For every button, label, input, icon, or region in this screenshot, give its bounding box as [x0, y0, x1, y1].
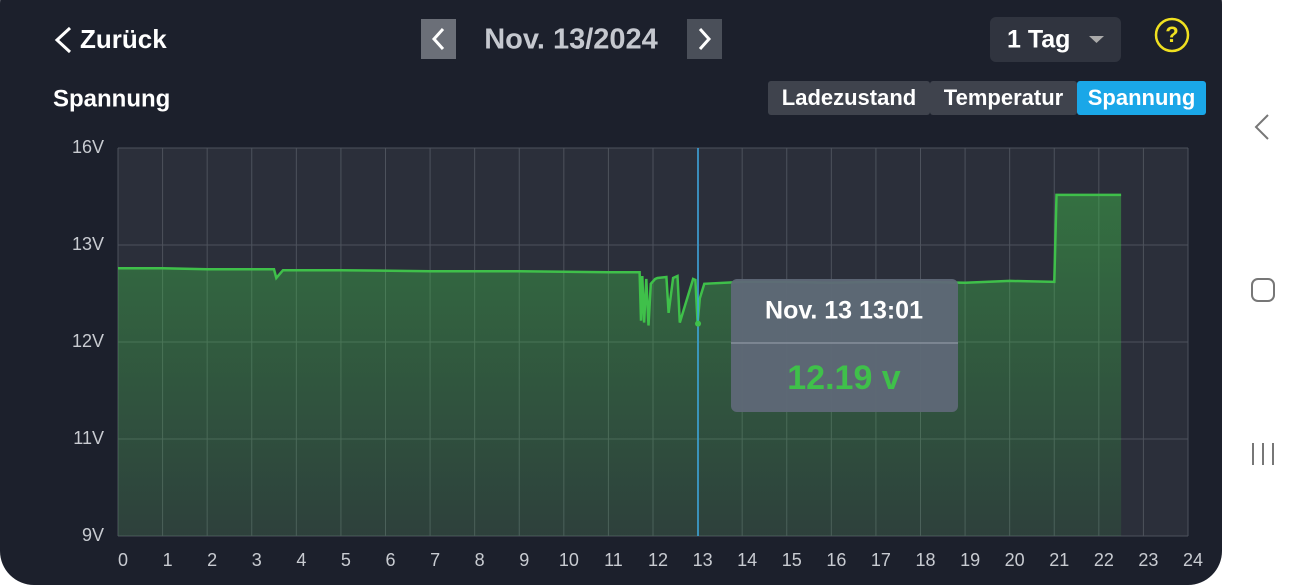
- x-tick-label: 3: [252, 550, 262, 570]
- tab-bg: [930, 81, 1077, 115]
- x-tick-label: 5: [341, 550, 351, 570]
- prev-button: [421, 19, 456, 59]
- tooltip-box: [731, 279, 958, 412]
- range-box: [990, 17, 1121, 62]
- help-button[interactable]: ?: [1154, 17, 1190, 53]
- tab-bg: [1077, 81, 1206, 115]
- tab-label: Ladezustand: [782, 85, 916, 110]
- back-label: Zurück: [80, 24, 167, 54]
- date-label: Nov. 13/2024: [484, 24, 658, 56]
- nav-back[interactable]: [1254, 114, 1269, 140]
- x-tick-label: 14: [737, 550, 757, 570]
- x-tick-label: 24: [1183, 550, 1203, 570]
- y-tick-label: 12V: [72, 331, 104, 351]
- x-tick-label: 22: [1094, 550, 1114, 570]
- tooltip-value: 12.19 v: [787, 359, 901, 397]
- x-tick-label: 6: [385, 550, 395, 570]
- tab[interactable]: Temperatur: [930, 81, 1077, 115]
- x-tick-label: 1: [163, 550, 173, 570]
- chart: 0 1 2 3 4 5 6 7 8 9 10 11 12 13 14 15 16 17 18 19 20 21 22 23 24…: [72, 137, 1203, 570]
- x-tick-label: 7: [430, 550, 440, 570]
- cursor-point: [695, 320, 702, 327]
- x-tick-label: 10: [559, 550, 579, 570]
- tab-label: Spannung: [1088, 85, 1196, 110]
- x-tick-label: 17: [871, 550, 891, 570]
- nav-home[interactable]: [1251, 278, 1275, 302]
- x-tick-label: 18: [915, 550, 935, 570]
- x-tick-label: 19: [960, 550, 980, 570]
- x-tick-label: 13: [693, 550, 713, 570]
- help-label: ?: [1165, 22, 1178, 47]
- dropdown-icon: [1089, 36, 1104, 43]
- x-tick-label: 20: [1005, 550, 1025, 570]
- x-tick-label: 2: [207, 550, 217, 570]
- x-tick-label: 8: [475, 550, 485, 570]
- nav-recent[interactable]: [1252, 443, 1274, 465]
- x-tick-label: 15: [782, 550, 802, 570]
- next-icon: [698, 27, 712, 51]
- section-title: Spannung: [53, 85, 170, 112]
- x-tick-label: 4: [296, 550, 306, 570]
- prev-day[interactable]: [421, 19, 456, 59]
- x-tick-label: 12: [648, 550, 668, 570]
- x-tick-label: 0: [118, 550, 128, 570]
- y-tick-label: 9V: [82, 525, 104, 545]
- area: [118, 194, 1122, 536]
- next-day[interactable]: [687, 19, 722, 59]
- y-tick-label: 16V: [72, 137, 104, 157]
- back-button[interactable]: Zurück: [54, 24, 167, 54]
- x-tick-label: 21: [1049, 550, 1069, 570]
- prev-icon: [431, 27, 445, 51]
- range-label: 1 Tag: [1007, 26, 1070, 54]
- x-tick-label: 16: [826, 550, 846, 570]
- help-circle: [1154, 17, 1190, 53]
- y-tick-label: 13V: [72, 234, 104, 254]
- back-icon: [54, 26, 72, 54]
- x-tick-label: 23: [1138, 550, 1158, 570]
- tooltip-title: Nov. 13 13:01: [765, 297, 923, 325]
- tabs: Ladezustand Temperatur Spannung: [768, 81, 1206, 115]
- range-select[interactable]: 1 Tag: [990, 17, 1121, 62]
- x-tick-label: 9: [519, 550, 529, 570]
- tab[interactable]: Ladezustand: [768, 81, 930, 115]
- next-button: [687, 19, 722, 59]
- tab-bg: [768, 81, 930, 115]
- x-tick-label: 11: [604, 550, 623, 570]
- y-tick-label: 11V: [73, 428, 104, 448]
- tab-label: Temperatur: [944, 85, 1064, 110]
- tab[interactable]: Spannung: [1077, 81, 1206, 115]
